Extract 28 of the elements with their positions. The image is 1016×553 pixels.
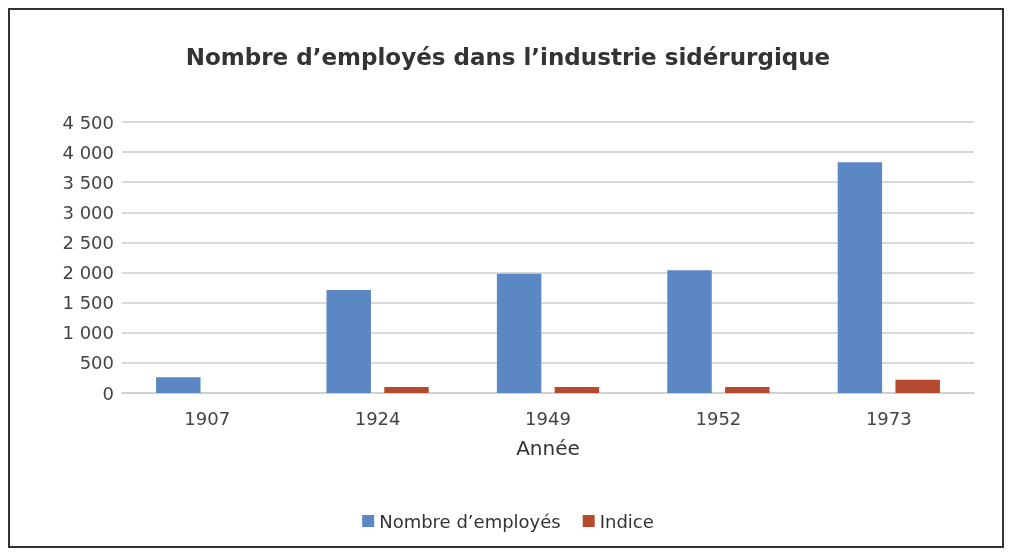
y-tick-label: 0 (102, 382, 114, 404)
bar (384, 386, 429, 393)
y-tick-label: 2 000 (62, 262, 114, 284)
bar (496, 273, 542, 393)
chart-title: Nombre d’employés dans l’industrie sidérurgique (185, 43, 831, 70)
y-tick-label: 3 500 (62, 171, 114, 193)
legend-label: Nombre d’employés (379, 510, 561, 532)
x-tick-label: 1973 (865, 407, 912, 429)
bar (554, 386, 600, 393)
bar (326, 290, 371, 393)
y-tick-label: 4 500 (62, 111, 114, 133)
x-tick-label: 1949 (525, 407, 571, 429)
bar (667, 270, 712, 393)
x-tick-label: 1907 (184, 407, 231, 429)
y-tick-label: 3 000 (62, 201, 114, 223)
y-tick-label: 2 500 (62, 231, 114, 253)
bar (837, 162, 883, 393)
bar (725, 386, 770, 393)
y-tick-label: 1 500 (62, 292, 114, 314)
x-tick-label: 1924 (354, 407, 401, 429)
y-tick-label: 4 000 (62, 141, 114, 163)
legend-label: Indice (599, 510, 654, 532)
bar (156, 377, 201, 393)
y-tick-label: 1 000 (62, 322, 114, 344)
x-tick-label: 1952 (695, 407, 742, 429)
y-tick-label: 500 (79, 352, 114, 374)
x-axis-title: Année (516, 436, 580, 460)
bar (895, 379, 940, 393)
